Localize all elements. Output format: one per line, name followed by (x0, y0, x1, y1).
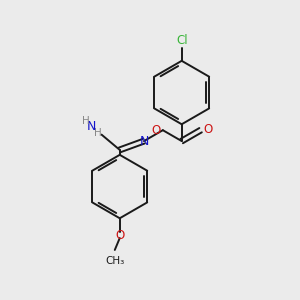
Text: H: H (94, 128, 101, 138)
Text: N: N (139, 135, 148, 148)
Text: Cl: Cl (176, 34, 188, 47)
Text: O: O (151, 124, 160, 137)
Text: O: O (115, 229, 124, 242)
Text: N: N (87, 120, 96, 133)
Text: H: H (82, 116, 90, 126)
Text: CH₃: CH₃ (105, 256, 124, 266)
Text: O: O (203, 123, 212, 136)
